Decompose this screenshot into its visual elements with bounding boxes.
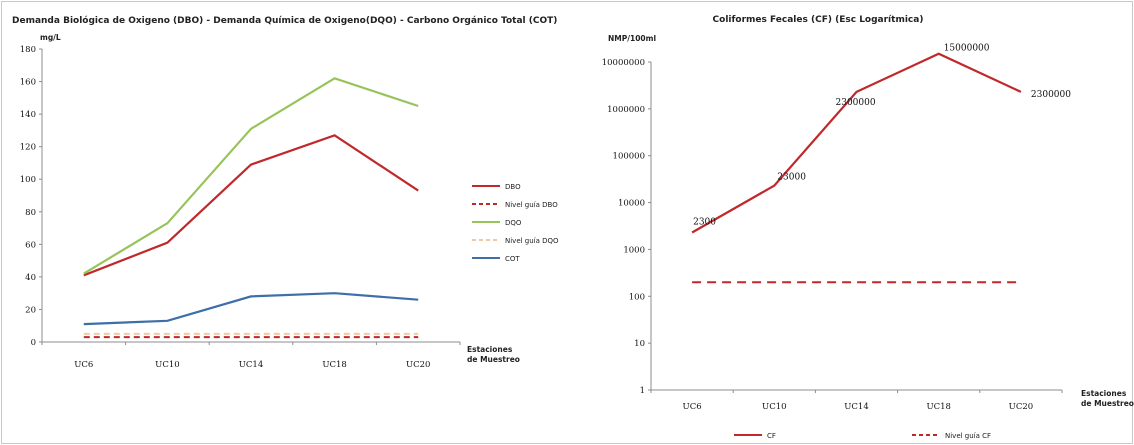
series-line-dbo bbox=[83, 134, 419, 277]
y-tick-label: 100000 bbox=[613, 152, 645, 162]
x-axis-label-line2: de Muestreo bbox=[1081, 399, 1134, 408]
y-tick-label: 20 bbox=[25, 305, 36, 315]
chart-dbo-dqo-cot: Demanda Biológica de Oxigeno (DBO) - Dem… bbox=[12, 15, 559, 370]
x-axis-label-line1: Estaciones bbox=[1081, 389, 1127, 398]
x-tick-label: UC18 bbox=[926, 402, 950, 412]
data-label: 2300000 bbox=[1031, 90, 1071, 100]
x-axis-label-line2: de Muestreo bbox=[467, 355, 520, 364]
chart-title: Demanda Biológica de Oxigeno (DBO) - Dem… bbox=[12, 15, 557, 26]
legend-entry-cf: CF bbox=[767, 432, 776, 440]
series-line-cf bbox=[691, 52, 1022, 234]
y-tick-label: 10000000 bbox=[602, 58, 645, 68]
y-tick-label: 1000 bbox=[623, 245, 645, 255]
x-tick-label: UC14 bbox=[844, 402, 868, 412]
y-tick-label: 120 bbox=[20, 143, 36, 153]
legend-entry-nivel-guia-dqo: Nivel guía DQO bbox=[505, 237, 559, 245]
legend-entry-nivel-guia-cf: Nivel guía CF bbox=[945, 432, 991, 440]
data-label: 23000 bbox=[777, 173, 806, 183]
chart-title: Coliformes Fecales (CF) (Esc Logarítmica… bbox=[713, 15, 924, 25]
series-line-cot bbox=[83, 292, 419, 326]
y-tick-label: 40 bbox=[25, 273, 36, 283]
y-tick-label: 80 bbox=[25, 208, 36, 218]
x-tick-label: UC6 bbox=[74, 360, 93, 370]
y-tick-label: 140 bbox=[20, 110, 36, 120]
y-tick-label: 10 bbox=[634, 339, 645, 349]
y-tick-label: 0 bbox=[31, 338, 36, 348]
y-tick-label: 1 bbox=[640, 386, 645, 396]
x-tick-label: UC20 bbox=[406, 360, 430, 370]
data-label: 2300000 bbox=[836, 98, 876, 108]
y-tick-label: 160 bbox=[20, 78, 36, 88]
y-tick-label: 10000 bbox=[618, 199, 645, 209]
x-tick-label: UC18 bbox=[322, 360, 346, 370]
x-tick-label: UC14 bbox=[239, 360, 263, 370]
data-label: 15000000 bbox=[944, 44, 990, 54]
x-tick-label: UC20 bbox=[1009, 402, 1033, 412]
y-tick-label: 100 bbox=[20, 175, 36, 185]
y-tick-label: 100 bbox=[629, 292, 645, 302]
series-line-dqo bbox=[83, 77, 419, 275]
y-axis-label: NMP/100ml bbox=[608, 34, 656, 43]
legend-entry-cot: COT bbox=[505, 255, 520, 263]
y-tick-label: 180 bbox=[20, 45, 36, 55]
y-tick-label: 1000000 bbox=[607, 105, 645, 115]
legend-entry-nivel-guia-dbo: Nivel guía DBO bbox=[505, 201, 558, 209]
x-axis-label-line1: Estaciones bbox=[467, 345, 513, 354]
data-label: 2300 bbox=[693, 217, 716, 227]
x-tick-label: UC6 bbox=[683, 402, 702, 412]
legend-entry-dqo: DQO bbox=[505, 219, 522, 227]
x-tick-label: UC10 bbox=[762, 402, 786, 412]
y-tick-label: 60 bbox=[25, 240, 36, 250]
x-tick-label: UC10 bbox=[155, 360, 179, 370]
y-axis-label: mg/L bbox=[40, 33, 61, 42]
legend-entry-dbo: DBO bbox=[505, 183, 521, 191]
